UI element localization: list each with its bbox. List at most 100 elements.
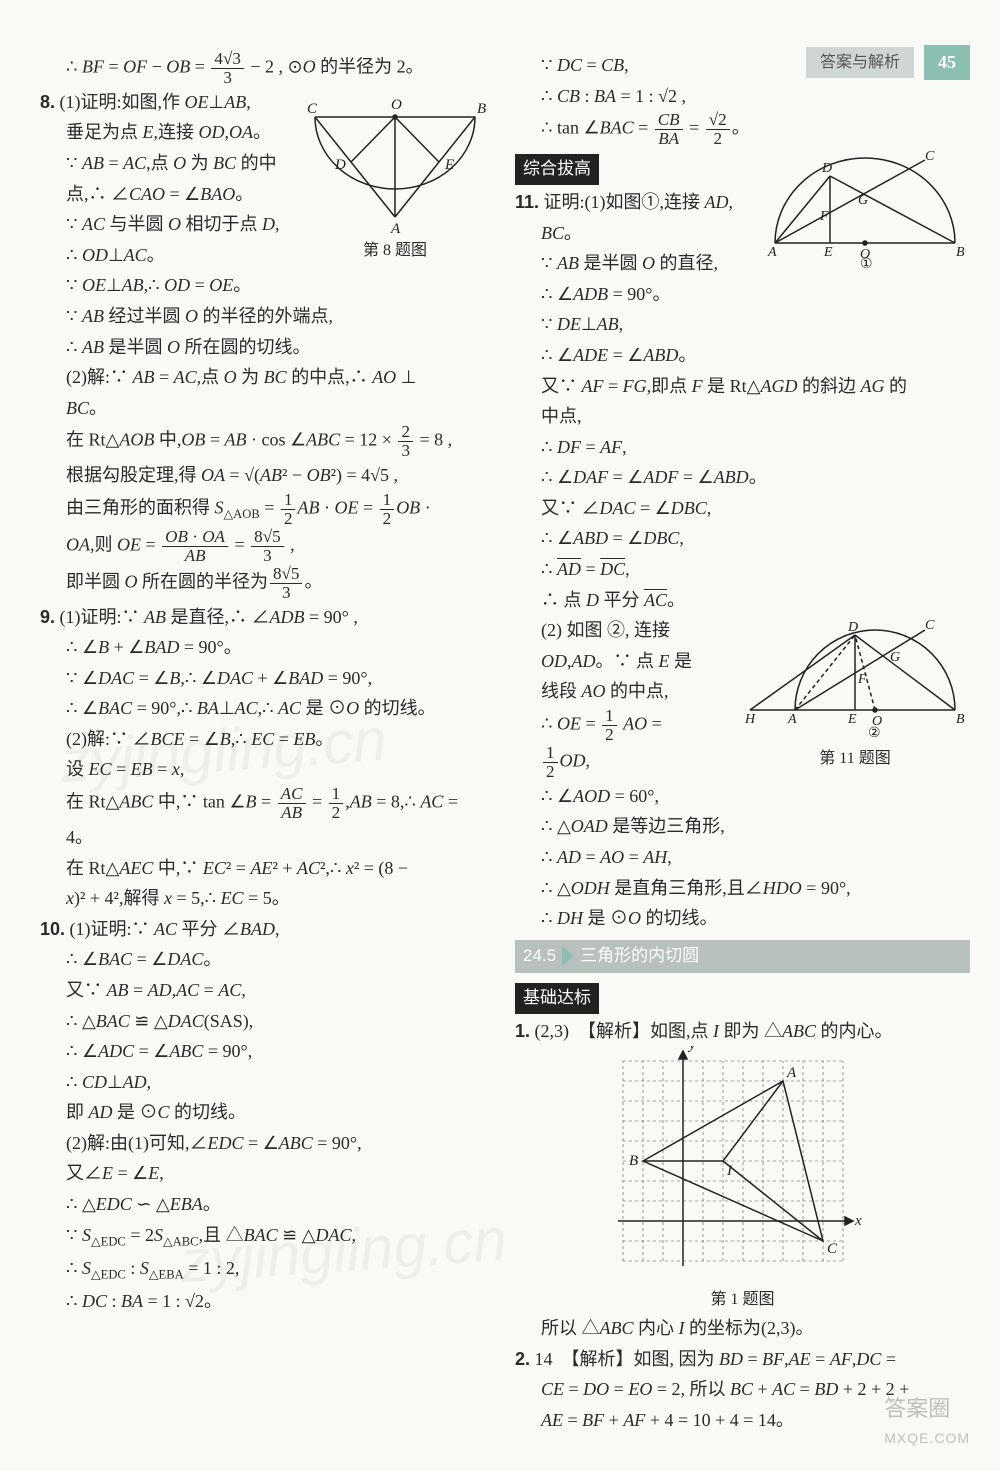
text-line: ∴ △ODH 是直角三角形,且∠HDO = 90°, <box>515 873 970 904</box>
text-line: (2)解:由(1)可知,∠EDC = ∠ABC = 90°, <box>40 1128 495 1159</box>
section-label-basic: 基础达标 <box>515 983 599 1014</box>
svg-text:E: E <box>444 157 454 173</box>
right-column: ∵ DC = CB,∴ CB : BA = 1 : √2 ,∴ tan ∠BAC… <box>515 50 970 1435</box>
figure-q11a: AB CD EF GO ① <box>760 148 970 268</box>
svg-text:I: I <box>726 1163 733 1179</box>
svg-text:C: C <box>925 618 935 633</box>
svg-text:B: B <box>629 1153 638 1169</box>
text-line: 所以 △ABC 内心 I 的坐标为(2,3)。 <box>515 1313 970 1344</box>
svg-text:B: B <box>956 245 965 260</box>
figure-caption: 第 11 题图 <box>740 745 970 772</box>
figure-caption: 第 8 题图 <box>295 237 495 264</box>
text-line: OA,则 OE = OB · OAAB = 8√53 , <box>40 528 495 565</box>
text-line: ∴ ∠BAC = 90°,∴ BA⊥AC,∴ AC 是 ⊙O 的切线。 <box>40 693 495 724</box>
text-line: ∴ CD⊥AD, <box>40 1067 495 1098</box>
text-line: BC。 <box>40 393 495 424</box>
text-line: ∴ ∠AOD = 60°, <box>515 781 970 812</box>
text-line: ∴ DC : BA = 1 : √2。 <box>40 1286 495 1317</box>
svg-text:F: F <box>857 672 867 687</box>
text-line: ∴ ∠DAF = ∠ADF = ∠ABD。 <box>515 462 970 493</box>
text-line: 9. (1)证明:∵ AB 是直径,∴ ∠ADB = 90° , <box>40 602 495 633</box>
svg-text:x: x <box>854 1213 862 1229</box>
text-line: 在 Rt△AEC 中,∵ EC² = AE² + AC²,∴ x² = (8 − <box>40 853 495 884</box>
text-line: 10. (1)证明:∵ AC 平分 ∠BAD, <box>40 914 495 945</box>
logo-site: MXQE.COM <box>884 1427 970 1451</box>
text-line: ∴ ∠BAC = ∠DAC。 <box>40 944 495 975</box>
svg-text:A: A <box>787 712 797 727</box>
text-line: ∴ △BAC ≌ △DAC(SAS), <box>40 1006 495 1037</box>
text-line: ∴ BF = OF − OB = 4√33 − 2 , ⊙O 的半径为 2。 <box>40 50 495 87</box>
text-line: ∵ DC = CB, <box>515 50 970 81</box>
text-line: ∵ S△EDC = 2S△ABC,且 △BAC ≌ △DAC, <box>40 1220 495 1253</box>
svg-text:H: H <box>744 712 756 727</box>
svg-text:B: B <box>956 712 965 727</box>
svg-text:D: D <box>847 620 858 635</box>
svg-text:②: ② <box>868 726 881 741</box>
text-line: 在 Rt△AOB 中,OB = AB · cos ∠ABC = 12 × 23 … <box>40 423 495 460</box>
svg-text:y: y <box>687 1046 696 1053</box>
text-line: ∴ CB : BA = 1 : √2 , <box>515 81 970 112</box>
text-line: ∴ 点 D 平分 AC。 <box>515 585 970 616</box>
text-line: 又∵ AF = FG,即点 F 是 Rt△AGD 的斜边 AG 的 <box>515 371 970 402</box>
text-line: 又∵ AB = AD,AC = AC, <box>40 975 495 1006</box>
svg-text:C: C <box>307 101 318 117</box>
text-line: ∴ △EDC ∽ △EBA。 <box>40 1189 495 1220</box>
text-line: 即半圆 O 所在圆的半径为8√53。 <box>40 565 495 602</box>
text-line: ∴ ∠B + ∠BAD = 90°。 <box>40 632 495 663</box>
text-line: ∵ OE⊥AB,∴ OD = OE。 <box>40 270 495 301</box>
text-line: x)² + 4²,解得 x = 5,∴ EC = 5。 <box>40 883 495 914</box>
chevron-right-icon <box>562 946 574 966</box>
text-line: 设 EC = EB = x, <box>40 754 495 785</box>
site-logo: 答案圈 MXQE.COM <box>884 1390 970 1451</box>
text-line: ∴ AD = AO = AH, <box>515 842 970 873</box>
text-line: ∴ S△EDC : S△EBA = 1 : 2, <box>40 1253 495 1286</box>
logo-main: 答案圈 <box>884 1390 970 1427</box>
text-line: ∵ AB 经过半圆 O 的半径的外端点, <box>40 301 495 332</box>
svg-text:B: B <box>477 101 486 117</box>
left-column: ∴ BF = OF − OB = 4√33 − 2 , ⊙O 的半径为 2。 C… <box>40 50 495 1435</box>
text-line: ∵ DE⊥AB, <box>515 309 970 340</box>
text-line: ∴ ∠ADE = ∠ABD。 <box>515 340 970 371</box>
section-bar: 24.5 三角形的内切圆 <box>515 940 970 973</box>
section-number: 24.5 <box>523 942 556 971</box>
text-line: (2)解:∵ ∠BCE = ∠B,∴ EC = EB。 <box>40 724 495 755</box>
text-line: 即 AD 是 ⊙C 的切线。 <box>40 1097 495 1128</box>
svg-text:①: ① <box>860 257 873 268</box>
figure-q8: C O B D E A <box>295 87 495 237</box>
text-line: ∴ tan ∠BAC = CBBA = √22。 <box>515 111 970 148</box>
svg-text:O: O <box>391 97 402 113</box>
svg-text:F: F <box>819 209 829 224</box>
svg-text:E: E <box>847 712 857 727</box>
figure-q11b: HA EO BC DG F ② <box>740 615 970 745</box>
text-line: ∴ ∠ABD = ∠DBC, <box>515 523 970 554</box>
text-line: 1. (2,3) 【解析】如图,点 I 即为 △ABC 的内心。 <box>515 1016 970 1047</box>
section-label-comprehensive: 综合拔高 <box>515 154 599 185</box>
text-line: ∴ DH 是 ⊙O 的切线。 <box>515 903 970 934</box>
text-line: ∴ △OAD 是等边三角形, <box>515 811 970 842</box>
svg-text:E: E <box>823 245 833 260</box>
svg-text:G: G <box>858 193 868 208</box>
text-line: 中点, <box>515 401 970 432</box>
text-line: 由三角形的面积得 S△AOB = 12AB · OE = 12OB · <box>40 491 495 528</box>
text-line: ∴ DF = AF, <box>515 432 970 463</box>
svg-text:D: D <box>334 157 346 173</box>
svg-text:A: A <box>767 245 777 260</box>
figure-q1: A B C I x y <box>613 1046 873 1276</box>
text-line: (2)解:∵ AB = AC,点 O 为 BC 的中点,∴ AO ⊥ <box>40 362 495 393</box>
text-line: 4。 <box>40 822 495 853</box>
section-title: 三角形的内切圆 <box>580 942 699 971</box>
text-line: ∴ AD = DC, <box>515 554 970 585</box>
svg-text:C: C <box>827 1241 838 1257</box>
text-line: ∴ AB 是半圆 O 所在圆的切线。 <box>40 332 495 363</box>
text-line: 根据勾股定理,得 OA = √(AB² − OB²) = 4√5 , <box>40 460 495 491</box>
svg-text:D: D <box>821 161 832 176</box>
text-line: 2. 14 【解析】如图, 因为 BD = BF,AE = AF,DC = <box>515 1344 970 1375</box>
text-line: 又∵ ∠DAC = ∠DBC, <box>515 493 970 524</box>
svg-text:G: G <box>890 650 900 665</box>
text-line: 又∠E = ∠E, <box>40 1158 495 1189</box>
text-line: ∴ ∠ADB = 90°。 <box>515 279 970 310</box>
svg-text:A: A <box>390 221 401 237</box>
text-line: ∵ ∠DAC = ∠B,∴ ∠DAC + ∠BAD = 90°, <box>40 663 495 694</box>
svg-text:A: A <box>786 1065 797 1081</box>
svg-text:C: C <box>925 149 935 164</box>
